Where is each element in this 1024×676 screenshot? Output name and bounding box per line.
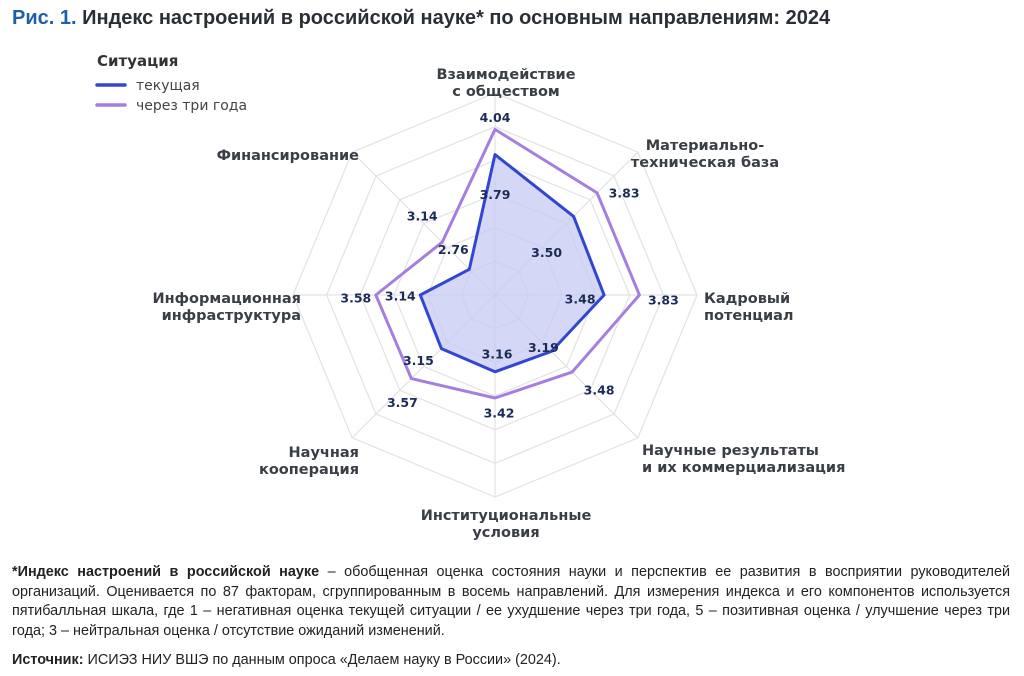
axis-label: Кадровый — [704, 291, 790, 307]
figure-title-text: Индекс настроений в российской науке* по… — [82, 7, 831, 29]
data-label-future: 3.14 — [407, 209, 438, 224]
axis-label: Научные результаты — [642, 443, 819, 459]
footnote-term: *Индекс настроений в российской науке — [12, 564, 320, 580]
source-text: ИСИЭЗ НИУ ВШЭ по данным опроса «Делаем н… — [83, 652, 561, 668]
data-label-future: 3.83 — [609, 185, 640, 200]
legend-label-current: текущая — [136, 78, 200, 94]
data-label-future: 3.42 — [484, 406, 515, 421]
data-label-future: 3.57 — [387, 395, 418, 410]
data-label-current: 3.16 — [482, 346, 513, 361]
data-label-future: 3.48 — [584, 383, 615, 398]
data-label-current: 2.76 — [438, 242, 469, 257]
future-value-labels: 4.04 3.83 3.83 3.48 3.42 3.57 3.58 3.14 — [340, 110, 678, 421]
axis-label: с обществом — [452, 84, 560, 100]
axis-label: и их коммерциализация — [642, 460, 845, 476]
axis-label: Взаимодействие — [436, 67, 575, 83]
data-label-current: 3.14 — [385, 289, 416, 304]
current-value-labels: 3.79 3.50 3.48 3.19 3.16 3.15 3.14 2.76 — [385, 187, 596, 368]
data-label-current: 3.50 — [531, 245, 562, 260]
data-label-current: 3.79 — [480, 187, 511, 202]
axis-label: Финансирование — [217, 148, 360, 164]
legend-title: Ситуация — [97, 52, 178, 70]
axis-label: условия — [472, 525, 539, 541]
data-label-current: 3.19 — [528, 340, 559, 355]
data-label-future: 3.58 — [340, 291, 371, 306]
axis-label: Институциональные — [421, 508, 592, 524]
axis-label: потенциал — [704, 308, 794, 324]
data-label-future: 4.04 — [480, 110, 511, 125]
axis-label: кооперация — [259, 462, 359, 478]
radar-chart: 3.79 3.50 3.48 3.19 3.16 3.15 3.14 2.76 4.04 3.8… — [95, 52, 845, 541]
radar-series — [374, 127, 641, 400]
figure-title: Рис. 1. Индекс настроений в российской н… — [12, 7, 830, 30]
axis-label: Научная — [289, 445, 359, 461]
legend-label-future: через три года — [136, 98, 247, 114]
data-label-current: 3.15 — [403, 353, 434, 368]
axis-label: Материально- — [646, 138, 765, 154]
axis-label: инфраструктура — [162, 308, 301, 324]
axis-label: техническая база — [631, 155, 779, 171]
series-current-area — [418, 153, 606, 374]
data-label-current: 3.48 — [565, 292, 596, 307]
source-note: Источник: ИСИЭЗ НИУ ВШЭ по данным опроса… — [12, 652, 561, 668]
legend: Ситуация текущая через три года — [95, 52, 247, 114]
source-label: Источник: — [12, 652, 84, 668]
axis-label: Информационная — [152, 291, 301, 307]
series-future-line — [374, 127, 641, 400]
data-label-future: 3.83 — [648, 293, 679, 308]
footnote: *Индекс настроений в российской науке – … — [12, 563, 1010, 641]
figure-number: Рис. 1. — [12, 7, 77, 29]
footnote-text: – обобщенная оценка состояния науки и пе… — [12, 564, 1010, 639]
